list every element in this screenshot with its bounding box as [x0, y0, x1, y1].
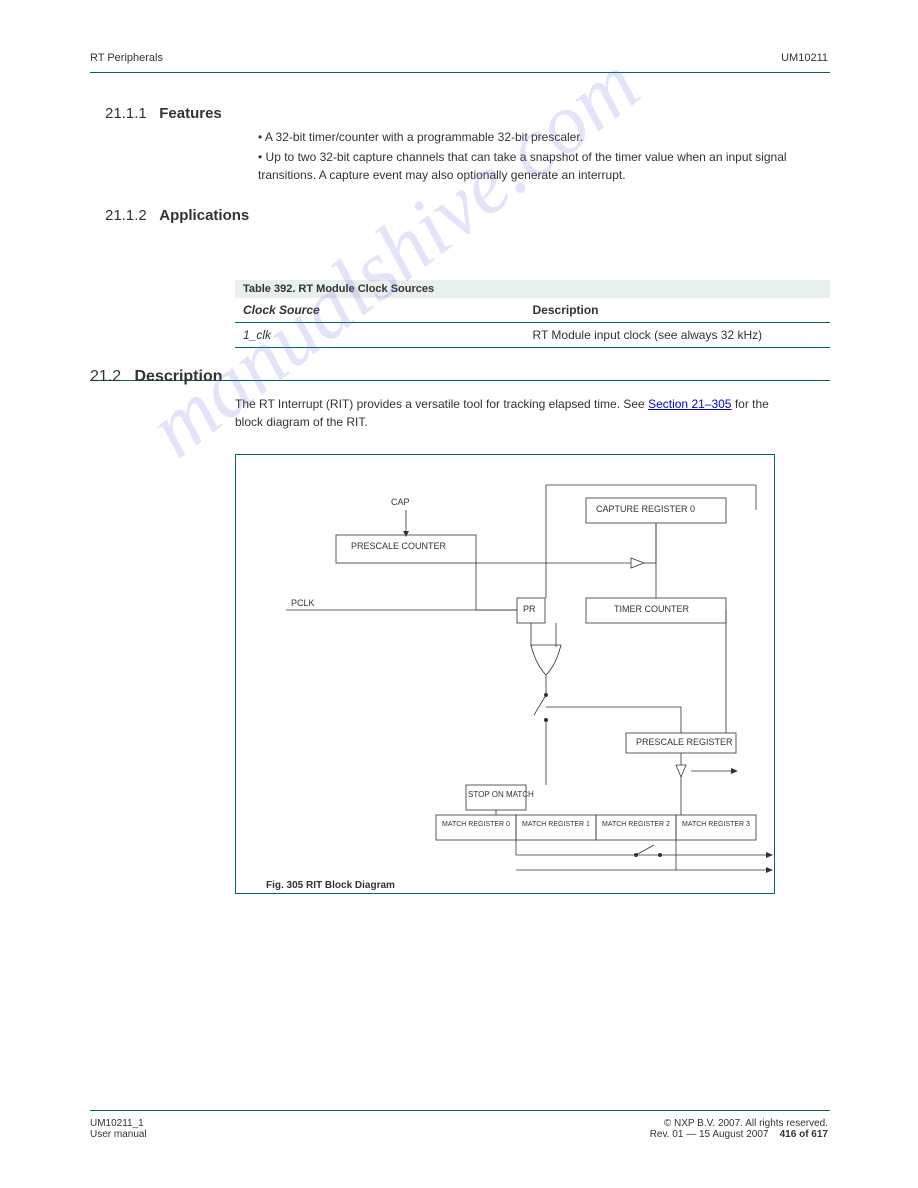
bullet-2: • Up to two 32-bit capture channels that… — [258, 148, 818, 184]
bullet-1: • A 32-bit timer/counter with a programm… — [258, 128, 818, 146]
section-title: Applications — [159, 207, 249, 224]
section-number: 21.2 — [90, 368, 121, 385]
signal-label: PCLK — [291, 598, 315, 608]
table-cell-1-2: RT Module input clock (see always 32 kHz… — [533, 328, 823, 342]
link-ref[interactable]: Section 21–305 — [648, 397, 731, 411]
footer-rule — [90, 1110, 830, 1111]
section-number: 21.1.1 — [105, 105, 147, 122]
box-label: PRESCALE COUNTER — [351, 541, 446, 551]
section-num-1: 21.1.1 Features — [105, 103, 222, 126]
footer-doc-type: User manual — [90, 1129, 147, 1140]
footer-right: © NXP B.V. 2007. All rights reserved. Re… — [650, 1118, 828, 1140]
header-rule — [90, 72, 830, 73]
box-label: CAPTURE REGISTER 0 — [596, 504, 695, 514]
box-label: TIMER COUNTER — [614, 604, 689, 614]
footer-page: 416 of 617 — [780, 1129, 828, 1140]
signal-label: CAP — [391, 497, 410, 507]
table-header-1: Clock Source — [243, 303, 533, 317]
para-text: The RT Interrupt (RIT) provides a versat… — [235, 397, 648, 411]
box-label: MATCH REGISTER 0 — [442, 821, 510, 828]
header-right: UM10211 — [781, 52, 828, 64]
bullet-text: A 32-bit timer/counter with a programmab… — [265, 130, 583, 144]
figure-caption: Fig. 305 RIT Block Diagram — [266, 880, 395, 891]
table-title: Table 392. RT Module Clock Sources — [235, 280, 830, 298]
box-label: MATCH REGISTER 3 — [682, 821, 750, 828]
footer-doc-id: UM10211_1 — [90, 1118, 147, 1129]
footer-rev: Rev. 01 — 15 August 2007 — [650, 1129, 769, 1140]
table-header-2: Description — [533, 303, 823, 317]
description-para: The RT Interrupt (RIT) provides a versat… — [235, 395, 795, 431]
section-num-2: 21.1.2 Applications — [105, 205, 249, 228]
section-title: Description — [134, 368, 222, 385]
footer-copyright: © NXP B.V. 2007. All rights reserved. — [650, 1118, 828, 1129]
box-label: PRESCALE REGISTER — [636, 737, 733, 747]
figure-305: PRESCALE COUNTER CAPTURE REGISTER 0 TIME… — [235, 454, 775, 894]
box-label: MATCH REGISTER 2 — [602, 821, 670, 828]
section-num-3: 21.2 Description — [90, 365, 223, 389]
footer-left: UM10211_1 User manual — [90, 1118, 147, 1140]
header-left: RT Peripherals — [90, 52, 163, 64]
section-title: Features — [159, 105, 222, 122]
box-label: PR — [523, 604, 536, 614]
section-number: 21.1.2 — [105, 207, 147, 224]
box-label: MATCH REGISTER 1 — [522, 821, 590, 828]
table-392: Table 392. RT Module Clock Sources Clock… — [235, 280, 830, 348]
table-cell-1-1: 1_clk — [243, 328, 533, 342]
bullet-text: Up to two 32-bit capture channels that c… — [258, 150, 787, 182]
block-diagram-svg — [236, 455, 776, 895]
box-label: STOP ON MATCH — [468, 790, 534, 799]
